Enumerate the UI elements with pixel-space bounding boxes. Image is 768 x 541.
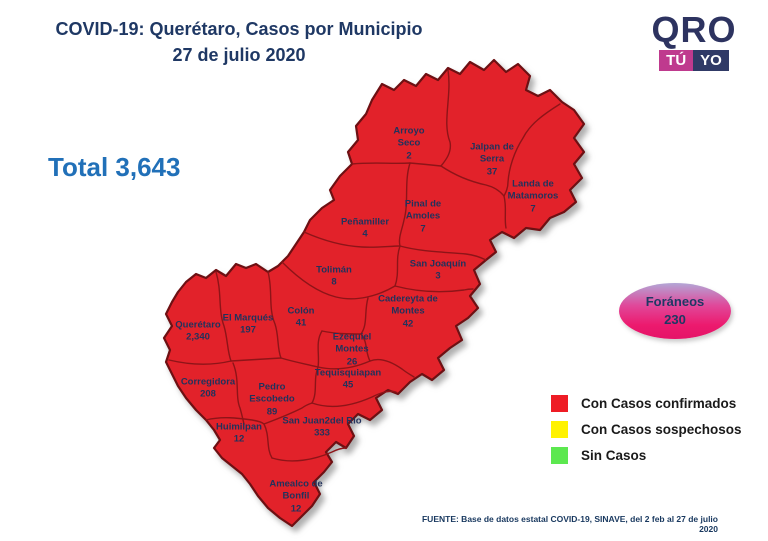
muni-name: El Marqués	[222, 312, 274, 324]
muni-cases: 3	[435, 271, 441, 282]
muni-cases: 333	[314, 428, 330, 439]
muni-label-tequisquiapan: Tequisquiapan 45	[298, 368, 398, 393]
muni-cases: 41	[295, 318, 307, 329]
foraneos-bubble: Foráneos 230	[619, 283, 731, 339]
muni-label-pedro-escobedo: Pedro Escobedo 89	[241, 381, 303, 418]
title-date: 27 de julio 2020	[172, 45, 306, 65]
muni-label-pinal-de-amoles: Pinal de Amoles 7	[395, 198, 451, 235]
muni-name: Tolimán	[316, 264, 352, 276]
qro-logo-bar: TÚ YO	[659, 50, 729, 71]
muni-cases: 2	[406, 150, 412, 162]
muni-name: Pinal de Amoles	[404, 198, 442, 222]
municipality-borders	[168, 69, 561, 462]
muni-cases: 89	[266, 406, 278, 418]
muni-label-ezequiel-montes: Ezequiel Montes 26	[324, 331, 380, 368]
total-cases: Total 3,643	[48, 152, 181, 182]
title-line-1: COVID-19: Querétaro, Casos por Municipio	[55, 19, 423, 39]
muni-name: Tequisquiapan	[314, 367, 382, 379]
muni-cases: 197	[240, 325, 256, 336]
qro-logo-text: QRO	[651, 9, 737, 50]
muni-label-jalpan-de-serra: Jalpan de Serra 37	[461, 141, 523, 178]
muni-cases: 45	[342, 380, 354, 391]
page-title: COVID-19: Querétaro, Casos por Municipio…	[38, 16, 440, 68]
logo-tu-box: TÚ	[659, 50, 694, 71]
muni-label-arroyo-seco: Arroyo Seco 2	[383, 125, 435, 162]
muni-label-penamiller: Peñamiller 4	[325, 217, 405, 242]
muni-label-queretaro: Querétaro 2,340	[162, 320, 234, 345]
muni-name: Cadereyta de Montes	[378, 293, 438, 317]
muni-label-san-juan-del-rio: San Juan2del Río 333	[265, 416, 380, 441]
source-note: FUENTE: Base de datos estatal COVID-19, …	[421, 514, 718, 534]
muni-name: San Juan2del Río	[282, 415, 362, 427]
legend-swatch-green	[551, 447, 568, 464]
muni-label-el-marques: El Marqués 197	[220, 313, 276, 338]
muni-cases: 7	[530, 203, 536, 215]
muni-label-colon: Colón 41	[277, 306, 325, 331]
muni-cases: 4	[362, 229, 368, 240]
muni-cases: 12	[290, 503, 302, 515]
muni-cases: 2,340	[186, 332, 210, 343]
muni-cases: 208	[200, 389, 216, 400]
logo-yo-box: YO	[693, 50, 729, 71]
muni-label-san-joaquin: San Joaquín 3	[396, 259, 480, 284]
muni-name: Colón	[287, 305, 315, 317]
muni-cases: 8	[331, 277, 337, 288]
muni-label-cadereyta-de-montes: Cadereyta de Montes 42	[369, 293, 447, 330]
muni-name: Jalpan de Serra	[470, 141, 514, 165]
legend-swatch-yellow	[551, 421, 568, 438]
legend-label: Con Casos confirmados	[581, 396, 737, 411]
legend-row-confirmed: Con Casos confirmados	[551, 395, 742, 412]
muni-name: Ezequiel Montes	[332, 331, 372, 355]
foraneos-value: 230	[664, 312, 686, 327]
legend-row-none: Sin Casos	[551, 447, 742, 464]
muni-cases: 12	[233, 434, 245, 445]
legend-label: Sin Casos	[581, 448, 647, 463]
muni-cases: 42	[402, 318, 414, 330]
muni-label-huimilpan: Huimilpan 12	[203, 422, 275, 447]
foraneos-label: Foráneos	[645, 294, 705, 310]
muni-name: Amealco de Bonfil	[269, 478, 323, 502]
muni-cases: 37	[486, 166, 498, 178]
legend: Con Casos confirmados Con Casos sospecho…	[551, 395, 742, 464]
muni-label-landa-de-matamoros: Landa de Matamoros 7	[497, 178, 569, 215]
muni-cases: 26	[346, 356, 358, 368]
muni-cases: 7	[420, 223, 426, 235]
muni-label-amealco-de-bonfil: Amealco de Bonfil 12	[267, 478, 325, 515]
muni-name: Arroyo Seco	[393, 125, 425, 149]
muni-name: Huimilpan	[216, 421, 262, 433]
muni-label-toliman: Tolimán 8	[304, 265, 364, 290]
muni-name: San Joaquín	[409, 258, 467, 270]
legend-label: Con Casos sospechosos	[581, 422, 742, 437]
muni-name: Pedro Escobedo	[249, 381, 295, 405]
muni-label-corregidora: Corregidora 208	[163, 377, 253, 402]
muni-name: Corregidora	[180, 376, 236, 388]
muni-name: Peñamiller	[340, 216, 390, 228]
muni-name: Querétaro	[175, 319, 221, 331]
legend-swatch-red	[551, 395, 568, 412]
muni-name: Landa de Matamoros	[507, 178, 559, 202]
legend-row-suspected: Con Casos sospechosos	[551, 421, 742, 438]
qro-logo: QRO TÚ YO	[644, 10, 744, 71]
